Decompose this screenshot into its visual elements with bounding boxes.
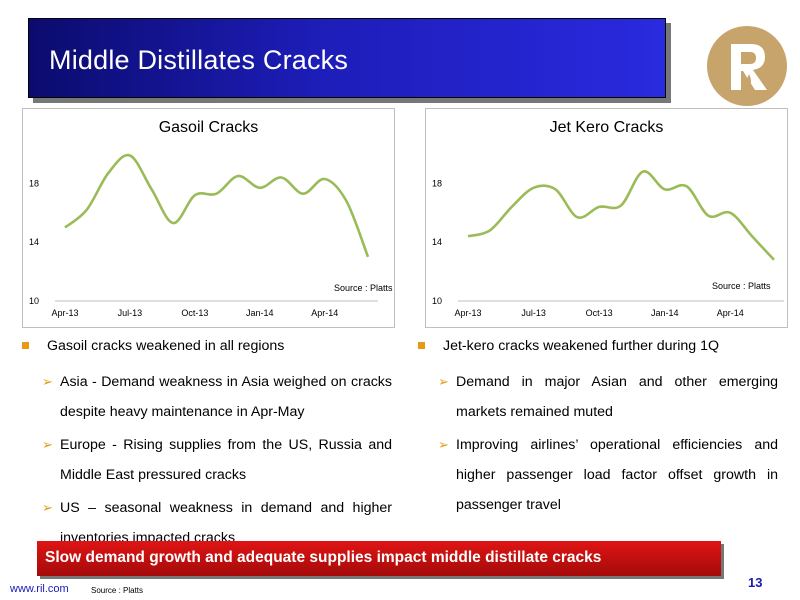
- square-bullet-icon: [418, 342, 425, 349]
- y-tick-label: 10: [432, 296, 442, 306]
- sub-bullet: ➢ Improving airlines’ operational effici…: [438, 430, 778, 520]
- jetkero-bullets: Jet-kero cracks weakened further during …: [418, 331, 778, 520]
- x-tick-label: Jan-14: [651, 308, 679, 318]
- arrow-bullet-icon: ➢: [42, 500, 53, 515]
- footer-source: Source : Platts: [91, 586, 144, 595]
- bullet-heading: Gasoil cracks weakened in all regions: [22, 331, 392, 361]
- y-tick-label: 18: [29, 178, 39, 188]
- series-line: [467, 170, 775, 261]
- gasoil-chart: Gasoil Cracks 10 14 18 Apr-13 Jul-13 Oct-13 Ja…: [22, 108, 395, 328]
- chart-title: Jet Kero Cracks: [549, 119, 664, 136]
- gasoil-bullets: Gasoil cracks weakened in all regions ➢ …: [22, 331, 392, 553]
- website-link[interactable]: www.ril.com: [10, 583, 69, 595]
- y-tick-label: 10: [29, 296, 39, 306]
- bullet-heading: Jet-kero cracks weakened further during …: [418, 331, 778, 361]
- jetkero-chart: Jet Kero Cracks 10 14 18 Apr-13 Jul-13 Oct-13…: [425, 108, 788, 328]
- chart-source: Source : Platts: [712, 281, 771, 291]
- bullet-heading-text: Jet-kero cracks weakened further during …: [443, 338, 719, 354]
- x-tick-label: Oct-13: [586, 308, 613, 318]
- y-tick-label: 14: [432, 237, 442, 247]
- reliance-logo-icon: [707, 26, 787, 106]
- x-tick-label: Jul-13: [521, 308, 546, 318]
- sub-bullet: ➢ Europe - Rising supplies from the US, …: [42, 430, 392, 490]
- jetkero-chart-plot: 10 14 18 Apr-13 Jul-13 Oct-13 Jan-14 Apr-14: [432, 170, 784, 318]
- x-tick-label: Jan-14: [246, 308, 274, 318]
- sub-bullet-text: Europe - Rising supplies from the US, Ru…: [60, 437, 392, 483]
- page-number: 13: [748, 575, 763, 590]
- sub-bullet: ➢ Asia - Demand weakness in Asia weighed…: [42, 367, 392, 427]
- title-banner: Middle Distillates Cracks: [28, 18, 666, 98]
- y-tick-label: 18: [432, 178, 442, 188]
- sub-bullet: ➢ Demand in major Asian and other emergi…: [438, 367, 778, 427]
- sub-bullet-text: Asia - Demand weakness in Asia weighed o…: [60, 374, 392, 420]
- x-tick-label: Apr-13: [454, 308, 481, 318]
- series-line: [64, 153, 370, 258]
- arrow-bullet-icon: ➢: [42, 437, 53, 452]
- gasoil-chart-plot: 10 14 18 Apr-13 Jul-13 Oct-13 Jan-14 Apr-14: [29, 153, 378, 318]
- key-message-text: Slow demand growth and adequate supplies…: [45, 549, 602, 566]
- arrow-bullet-icon: ➢: [438, 437, 449, 452]
- bullet-heading-text: Gasoil cracks weakened in all regions: [47, 338, 285, 354]
- y-tick-label: 14: [29, 237, 39, 247]
- chart-source: Source : Platts: [334, 283, 393, 293]
- sub-bullet-text: Demand in major Asian and other emerging…: [456, 374, 778, 420]
- x-tick-label: Apr-13: [51, 308, 78, 318]
- arrow-bullet-icon: ➢: [42, 374, 53, 389]
- chart-title: Gasoil Cracks: [158, 119, 259, 136]
- x-tick-label: Jul-13: [118, 308, 143, 318]
- sub-bullet-text: Improving airlines’ operational efficien…: [456, 437, 778, 513]
- key-message-bar: Slow demand growth and adequate supplies…: [37, 541, 721, 576]
- arrow-bullet-icon: ➢: [438, 374, 449, 389]
- slide-title: Middle Distillates Cracks: [49, 45, 349, 75]
- x-tick-label: Apr-14: [717, 308, 744, 318]
- square-bullet-icon: [22, 342, 29, 349]
- x-tick-label: Apr-14: [311, 308, 338, 318]
- x-tick-label: Oct-13: [181, 308, 208, 318]
